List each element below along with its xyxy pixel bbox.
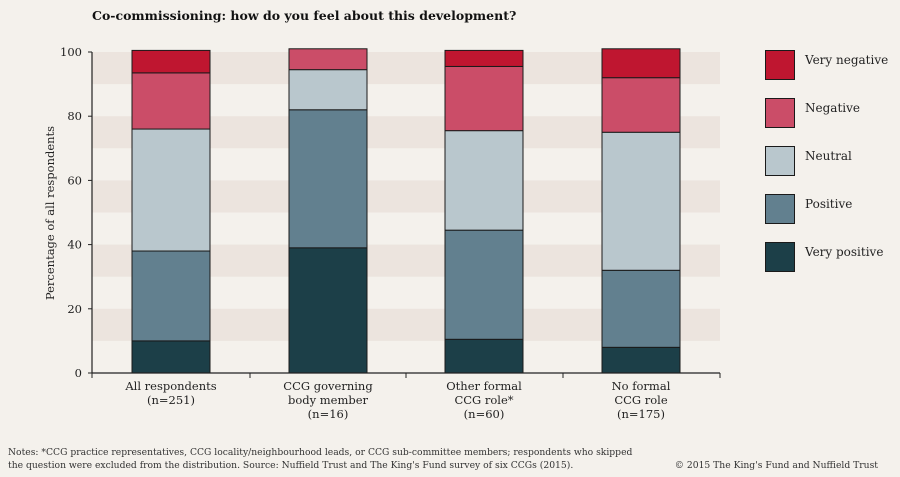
x-tick-label: body member — [288, 393, 369, 407]
notes-line-1: Notes: *CCG practice representatives, CC… — [8, 447, 633, 458]
bar-segment-neutral — [131, 128, 211, 252]
bar-segment-positive — [601, 269, 681, 348]
x-tick-label: Other formal — [446, 379, 522, 393]
x-tick-label: (n=16) — [308, 407, 349, 421]
y-tick-label: 100 — [60, 45, 82, 59]
x-tick-label: CCG role — [614, 393, 668, 407]
legend-label: Negative — [805, 101, 860, 115]
legend-label: Neutral — [805, 149, 852, 163]
bar-segment-neutral — [444, 130, 524, 231]
x-tick-label: (n=175) — [617, 407, 665, 421]
legend-swatch — [765, 146, 795, 176]
bar-segment-positive — [444, 229, 524, 340]
legend-swatch — [765, 50, 795, 80]
legend-swatch — [765, 98, 795, 128]
notes-line-2: the question were excluded from the dist… — [8, 460, 574, 471]
legend-swatch — [765, 242, 795, 272]
legend-item-very-negative: Very negative — [765, 50, 900, 84]
y-axis-label: Percentage of all respondents — [43, 126, 57, 300]
x-tick-label: (n=251) — [147, 393, 195, 407]
x-tick-label: All respondents — [124, 379, 216, 393]
x-tick-label: No formal — [612, 379, 671, 393]
bar-segment-very-positive — [601, 346, 681, 374]
bar-segment-very-positive — [444, 338, 524, 374]
bar-segment-neutral — [601, 131, 681, 271]
legend-label: Very negative — [805, 53, 889, 67]
bar-segment-negative — [601, 77, 681, 133]
chart-axes — [91, 52, 721, 378]
bar-segment-neutral — [288, 69, 368, 111]
legend-item-very-positive: Very positive — [765, 242, 900, 276]
y-tick-label: 60 — [67, 173, 82, 187]
x-tick-label: CCG role* — [454, 393, 513, 407]
x-tick-label: (n=60) — [464, 407, 505, 421]
bar-segment-very-negative — [131, 49, 211, 74]
legend-item-neutral: Neutral — [765, 146, 900, 180]
bar-segment-negative — [444, 65, 524, 132]
chart-bars — [131, 48, 681, 374]
bar-segment-positive — [131, 250, 211, 342]
copyright: © 2015 The King's Fund and Nuffield Trus… — [674, 460, 878, 471]
bar-segment-negative — [131, 72, 211, 130]
legend-item-negative: Negative — [765, 98, 900, 132]
y-tick-labels: 0 20 40 60 80 100 — [60, 45, 92, 380]
bar-segment-very-positive — [288, 247, 368, 374]
bar-segment-very-negative — [444, 49, 524, 67]
y-tick-label: 0 — [75, 366, 82, 380]
y-tick-label: 20 — [67, 302, 82, 316]
bar-segment-very-positive — [131, 340, 211, 374]
bar-segment-negative — [288, 48, 368, 71]
notes: Notes: *CCG practice representatives, CC… — [8, 446, 708, 472]
y-tick-label: 40 — [67, 238, 82, 252]
legend-swatch — [765, 194, 795, 224]
bar-segment-very-negative — [601, 48, 681, 79]
y-tick-label: 80 — [67, 109, 82, 123]
legend-label: Very positive — [805, 245, 884, 259]
bar-segment-positive — [288, 109, 368, 249]
legend-label: Positive — [805, 197, 853, 211]
x-tick-label: CCG governing — [283, 379, 373, 393]
x-tick-labels: All respondents(n=251) CCG governingbody … — [124, 379, 670, 421]
chart-title: Co-commissioning: how do you feel about … — [92, 8, 517, 23]
legend-item-positive: Positive — [765, 194, 900, 228]
